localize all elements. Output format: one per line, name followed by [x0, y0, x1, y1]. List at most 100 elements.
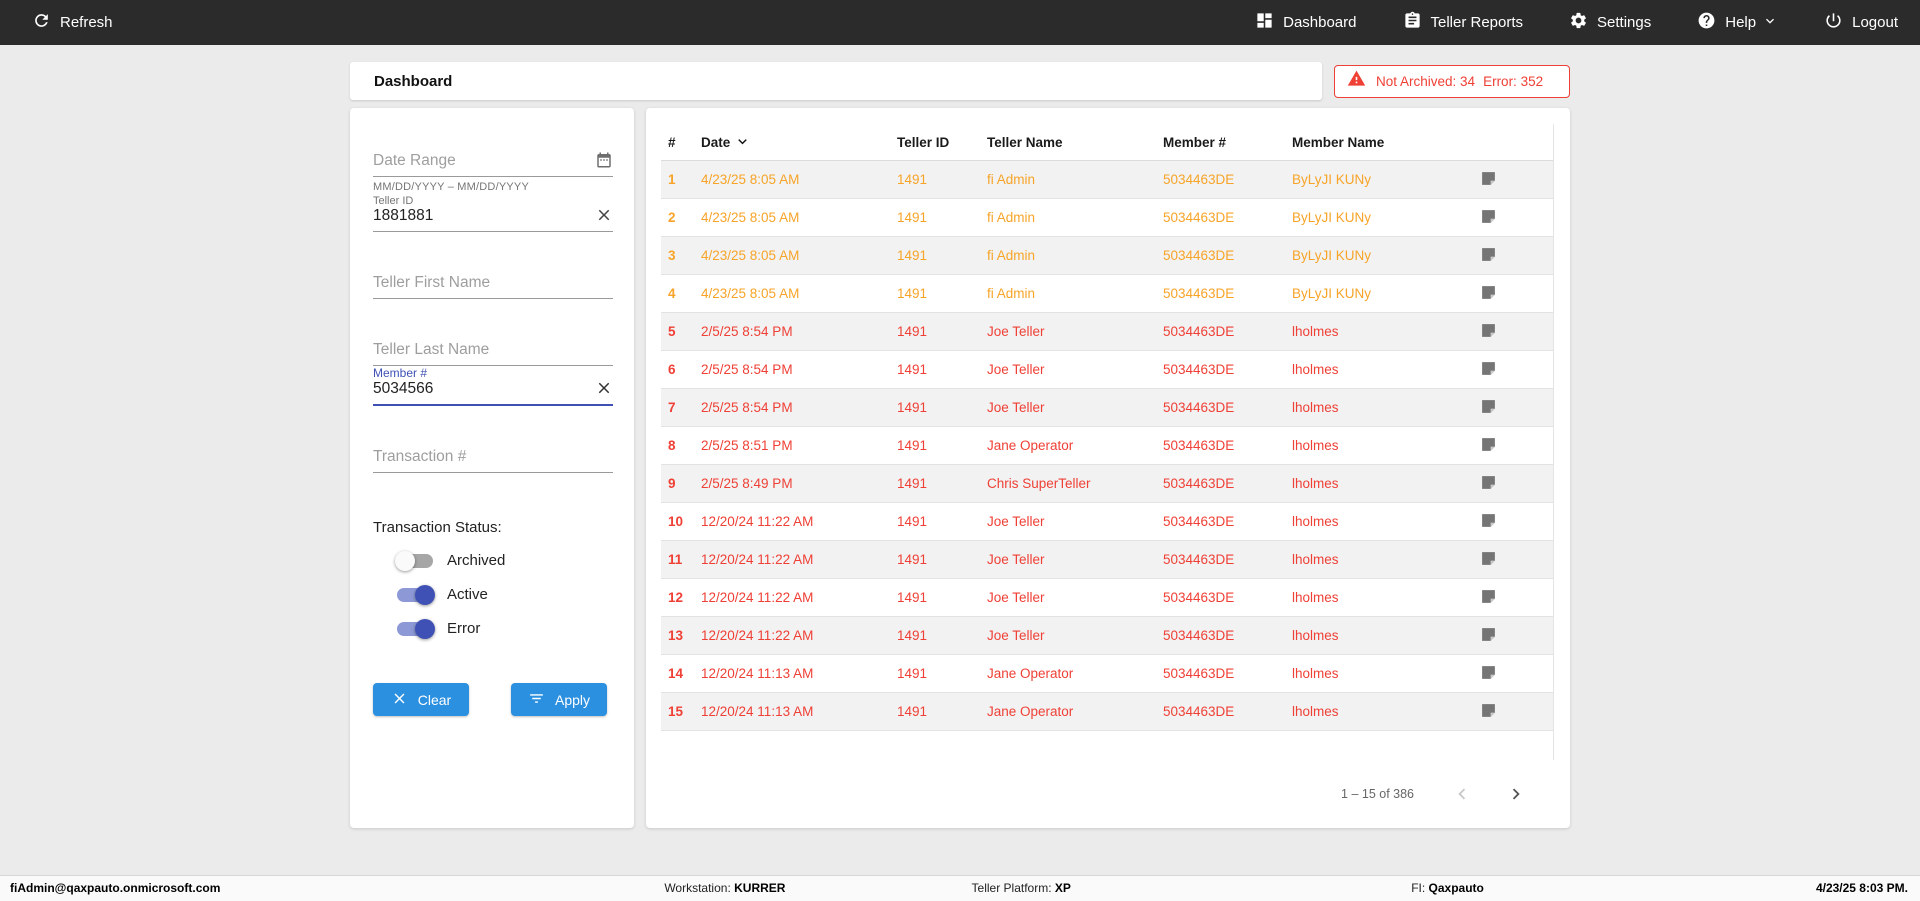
note-icon[interactable] — [1480, 626, 1498, 644]
cell-member-name: lholmes — [1292, 438, 1339, 453]
table-row[interactable]: 2 4/23/25 8:05 AM 1491 fi Admin 5034463DE ByL… — [661, 199, 1553, 237]
next-page-button[interactable] — [1504, 782, 1528, 806]
nav-teller-reports[interactable]: Teller Reports — [1399, 5, 1528, 40]
refresh-button[interactable]: Refresh — [28, 5, 117, 40]
transaction-number-field[interactable] — [373, 448, 613, 473]
toggle-active[interactable]: Active — [397, 584, 613, 605]
table-row[interactable]: 6 2/5/25 8:54 PM 1491 Joe Teller 5034463DE lh… — [661, 351, 1553, 389]
cell-num: 4 — [668, 286, 676, 301]
table-body: 1 4/23/25 8:05 AM 1491 fi Admin 5034463DE ByL… — [661, 161, 1553, 731]
col-header-date[interactable]: Date — [701, 131, 897, 153]
table-row[interactable]: 7 2/5/25 8:54 PM 1491 Joe Teller 5034463DE lh… — [661, 389, 1553, 427]
cell-note — [1458, 208, 1553, 228]
member-number-input[interactable] — [373, 380, 613, 398]
cell-teller-id: 1491 — [897, 628, 928, 643]
teller-first-name-field[interactable] — [373, 274, 613, 299]
page-content: Dashboard Not Archived: 34 Error: 352 MM/… — [0, 45, 1920, 875]
note-icon[interactable] — [1480, 664, 1498, 682]
table-row[interactable]: 13 12/20/24 11:22 AM 1491 Joe Teller 5034463… — [661, 617, 1553, 655]
date-range-field[interactable] — [373, 152, 613, 177]
nav-logout[interactable]: Logout — [1820, 5, 1902, 40]
teller-id-label: Teller ID — [373, 195, 414, 207]
table-header-row: # Date Teller ID Teller Name Member # Me… — [661, 124, 1553, 161]
table-row[interactable]: 4 4/23/25 8:05 AM 1491 fi Admin 5034463DE ByL… — [661, 275, 1553, 313]
note-icon[interactable] — [1480, 322, 1498, 340]
cell-num: 10 — [668, 514, 684, 529]
col-header-member-num[interactable]: Member # — [1163, 134, 1227, 150]
clear-member-number-icon[interactable] — [595, 379, 613, 397]
note-icon[interactable] — [1480, 702, 1498, 720]
toggle-error[interactable]: Error — [397, 618, 613, 639]
table-row[interactable]: 10 12/20/24 11:22 AM 1491 Joe Teller 5034463… — [661, 503, 1553, 541]
nav-help[interactable]: Help — [1693, 5, 1782, 40]
cell-teller-id: 1491 — [897, 704, 928, 719]
cell-member-name: lholmes — [1292, 552, 1339, 567]
toggle-off-icon[interactable] — [395, 550, 433, 571]
table-row[interactable]: 11 12/20/24 11:22 AM 1491 Joe Teller 5034463… — [661, 541, 1553, 579]
note-icon[interactable] — [1480, 474, 1498, 492]
cell-member-name: lholmes — [1292, 628, 1339, 643]
cell-date: 2/5/25 8:51 PM — [701, 438, 793, 453]
table-row[interactable]: 3 4/23/25 8:05 AM 1491 fi Admin 5034463DE ByL… — [661, 237, 1553, 275]
table-row[interactable]: 15 12/20/24 11:13 AM 1491 Jane Operator 5034… — [661, 693, 1553, 731]
teller-first-name-input[interactable] — [373, 274, 613, 292]
date-range-input[interactable] — [373, 152, 613, 170]
cell-teller-id: 1491 — [897, 438, 928, 453]
teller-last-name-field[interactable] — [373, 341, 613, 366]
col-header-teller-name[interactable]: Teller Name — [987, 134, 1063, 150]
col-header-teller-id[interactable]: Teller ID — [897, 134, 950, 150]
apply-button[interactable]: Apply — [511, 683, 607, 716]
note-icon[interactable] — [1480, 512, 1498, 530]
cell-num: 2 — [668, 210, 676, 225]
cell-date: 12/20/24 11:22 AM — [701, 590, 814, 605]
sort-desc-icon — [734, 131, 751, 153]
cell-num: 1 — [668, 172, 676, 187]
user-email: fiAdmin@qaxpauto.onmicrosoft.com — [10, 881, 221, 895]
note-icon[interactable] — [1480, 360, 1498, 378]
teller-id-input[interactable] — [373, 207, 613, 225]
nav-dashboard[interactable]: Dashboard — [1251, 5, 1360, 40]
teller-id-field[interactable] — [373, 207, 613, 232]
table-row[interactable]: 1 4/23/25 8:05 AM 1491 fi Admin 5034463DE ByL… — [661, 161, 1553, 199]
col-header-num[interactable]: # — [668, 134, 676, 150]
cell-num: 12 — [668, 590, 684, 605]
toggle-archived[interactable]: Archived — [395, 550, 613, 571]
note-icon[interactable] — [1480, 436, 1498, 454]
cell-teller-name: Joe Teller — [987, 590, 1045, 605]
cell-member-num: 5034463DE — [1163, 286, 1235, 301]
calendar-icon[interactable] — [595, 151, 613, 169]
cell-date: 2/5/25 8:54 PM — [701, 324, 793, 339]
toggle-on-icon[interactable] — [397, 618, 435, 639]
note-icon[interactable] — [1480, 284, 1498, 302]
cell-teller-id: 1491 — [897, 666, 928, 681]
note-icon[interactable] — [1480, 208, 1498, 226]
table-row[interactable]: 12 12/20/24 11:22 AM 1491 Joe Teller 5034463… — [661, 579, 1553, 617]
note-icon[interactable] — [1480, 246, 1498, 264]
note-icon[interactable] — [1480, 170, 1498, 188]
cell-date: 2/5/25 8:49 PM — [701, 476, 793, 491]
cell-member-num: 5034463DE — [1163, 172, 1235, 187]
toggle-on-icon[interactable] — [397, 584, 435, 605]
table-row[interactable]: 9 2/5/25 8:49 PM 1491 Chris SuperTeller 5034… — [661, 465, 1553, 503]
col-header-member-name[interactable]: Member Name — [1292, 134, 1385, 150]
teller-last-name-input[interactable] — [373, 341, 613, 359]
member-number-field[interactable] — [373, 380, 613, 406]
clear-teller-id-icon[interactable] — [595, 206, 613, 224]
table-row[interactable]: 5 2/5/25 8:54 PM 1491 Joe Teller 5034463DE lh… — [661, 313, 1553, 351]
note-icon[interactable] — [1480, 550, 1498, 568]
nav-settings[interactable]: Settings — [1565, 5, 1655, 40]
note-icon[interactable] — [1480, 588, 1498, 606]
prev-page-button[interactable] — [1450, 782, 1474, 806]
refresh-icon — [32, 11, 51, 34]
cell-member-name: lholmes — [1292, 590, 1339, 605]
transaction-number-input[interactable] — [373, 448, 613, 466]
teller-platform-info: Teller Platform: XP — [971, 881, 1071, 895]
note-icon[interactable] — [1480, 398, 1498, 416]
cell-member-num: 5034463DE — [1163, 248, 1235, 263]
cell-member-num: 5034463DE — [1163, 666, 1235, 681]
table-row[interactable]: 8 2/5/25 8:51 PM 1491 Jane Operator 5034463D… — [661, 427, 1553, 465]
table-row[interactable]: 14 12/20/24 11:13 AM 1491 Jane Operator 5034… — [661, 655, 1553, 693]
clear-button-label: Clear — [417, 691, 452, 708]
clear-button[interactable]: Clear — [373, 683, 469, 716]
toggle-label: Error — [447, 620, 481, 637]
